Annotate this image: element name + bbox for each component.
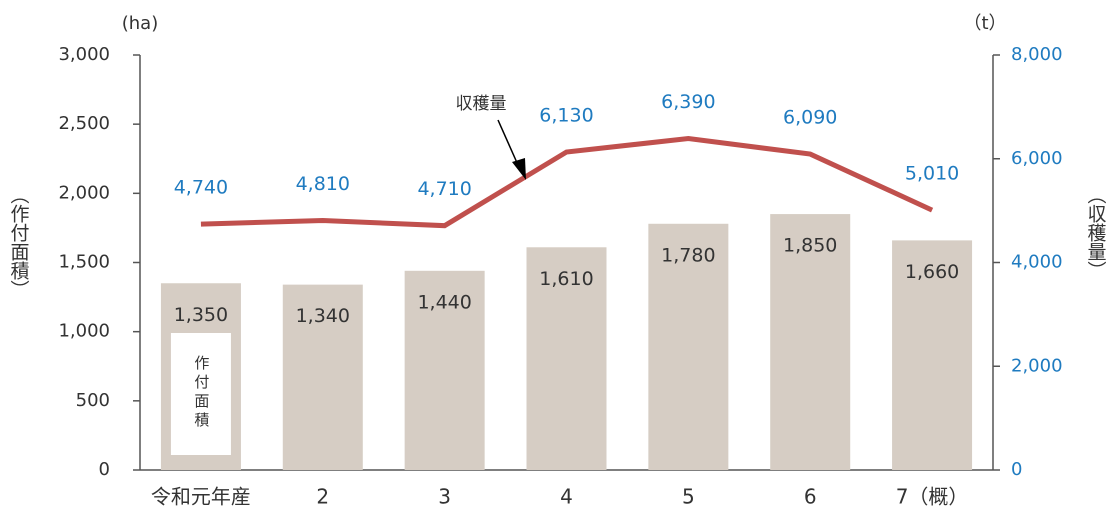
bar-value-label: 1,850	[783, 235, 837, 257]
bar	[648, 223, 729, 470]
y-tick-label: 1,500	[58, 252, 110, 273]
x-tick-label: 6	[804, 485, 817, 509]
bar-value-label: 1,440	[417, 291, 471, 313]
y-tick-label: 2,000	[58, 182, 110, 203]
x-tick-label: 令和元年産	[151, 485, 251, 509]
bar-value-label: 1,660	[905, 261, 959, 283]
line-value-label: 5,010	[905, 163, 959, 185]
bar	[526, 247, 607, 470]
line-value-label: 4,710	[417, 178, 471, 200]
x-tick-label: 4	[560, 485, 573, 509]
bar	[404, 270, 485, 470]
bar	[282, 284, 363, 470]
x-tick-label: 2	[316, 485, 329, 509]
line-value-label: 4,740	[174, 177, 228, 199]
bar-value-label: 1,610	[539, 268, 593, 290]
x-tick-label: 3	[438, 485, 451, 509]
y2-tick-label: 0	[1011, 459, 1022, 480]
left-unit: (ha)	[122, 13, 158, 34]
y2-tick-label: 8,000	[1011, 44, 1063, 65]
right-unit: （t）	[963, 13, 1006, 34]
bar	[892, 240, 973, 470]
legend-box	[170, 333, 231, 455]
y-axis-label: （作付面積）	[8, 185, 30, 299]
y-tick-label: 3,000	[58, 44, 110, 65]
line-value-label: 6,130	[539, 105, 593, 127]
y2-tick-label: 6,000	[1011, 148, 1063, 169]
bar-value-label: 1,780	[661, 244, 715, 266]
y-tick-label: 500	[76, 390, 110, 411]
y2-tick-label: 4,000	[1011, 252, 1063, 273]
y-tick-label: 2,500	[58, 113, 110, 134]
y2-tick-label: 2,000	[1011, 355, 1063, 376]
y-tick-label: 1,000	[58, 321, 110, 342]
line	[200, 136, 934, 229]
legend-label: 作付面積	[192, 355, 210, 431]
x-tick-label: 7（概）	[896, 485, 969, 509]
line-annotation: 収穫量	[456, 94, 507, 114]
y-tick-label: 0	[99, 459, 110, 480]
annotation-arrowhead	[512, 158, 526, 180]
y2-axis-label: （収穫量）	[1085, 185, 1107, 280]
line-value-label: 6,390	[661, 91, 715, 113]
bar	[770, 214, 851, 470]
x-tick-label: 5	[682, 485, 695, 509]
bar-value-label: 1,340	[296, 305, 350, 327]
bar-value-label: 1,350	[174, 304, 228, 326]
line-value-label: 6,090	[783, 107, 837, 129]
annotation-arrow	[497, 119, 519, 166]
line-value-label: 4,810	[296, 173, 350, 195]
